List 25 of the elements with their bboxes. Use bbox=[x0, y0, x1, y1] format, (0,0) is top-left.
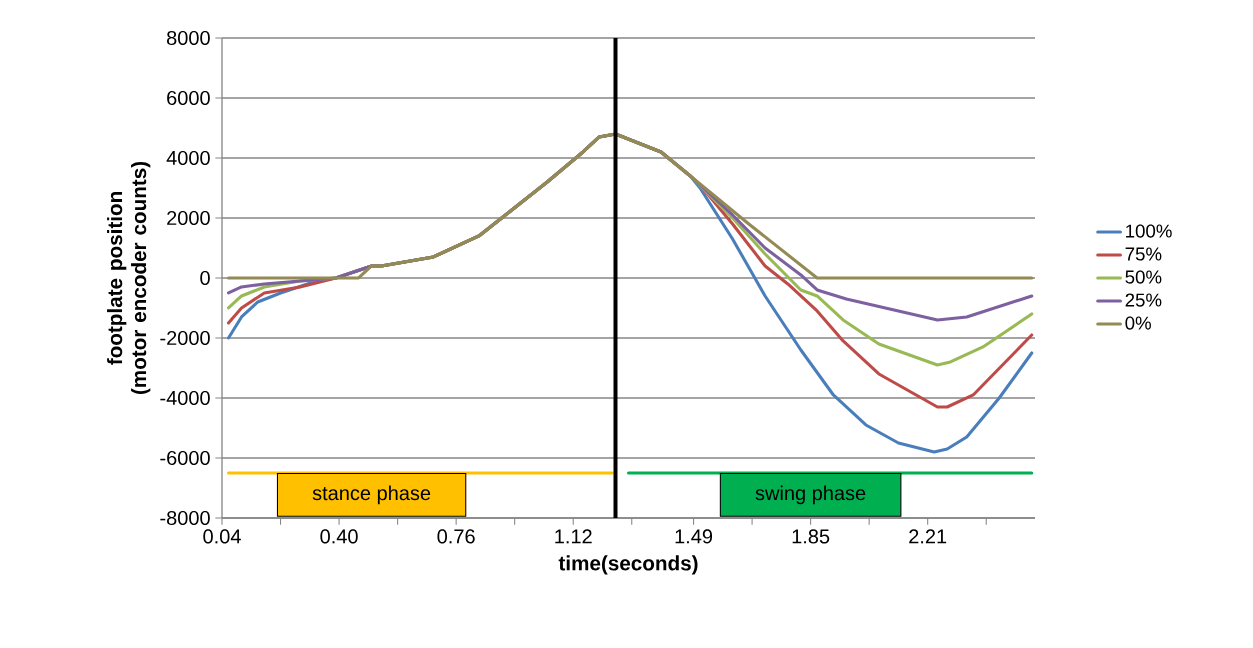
y-axis-title: footplate position (motor encoder counts) bbox=[107, 161, 151, 395]
annotation: swing phase bbox=[755, 485, 866, 505]
annotation: stance phase bbox=[312, 485, 431, 505]
x-tick-label: 0.40 bbox=[320, 529, 358, 544]
y-tick-label: -6000 bbox=[160, 450, 210, 466]
x-tick-label: 1.12 bbox=[555, 529, 592, 544]
y-tick-label: 2000 bbox=[167, 210, 210, 226]
x-tick-label: 0.04 bbox=[203, 529, 241, 544]
x-tick-label: 1.49 bbox=[675, 529, 713, 544]
y-tick-label: -2000 bbox=[160, 330, 210, 346]
x-axis-title: time(seconds) bbox=[558, 555, 698, 575]
legend-label: 0% bbox=[1125, 316, 1151, 330]
y-tick-label: 8000 bbox=[167, 30, 210, 46]
y-tick-label: -4000 bbox=[160, 390, 210, 406]
y-tick-label: 6000 bbox=[167, 90, 210, 106]
legend-label: 50% bbox=[1125, 270, 1162, 284]
legend-label: 100% bbox=[1126, 224, 1172, 238]
x-tick-label: 0.76 bbox=[437, 529, 475, 544]
x-tick-label: 2.21 bbox=[909, 529, 947, 544]
x-tick-label: 1.85 bbox=[792, 529, 830, 544]
legend-label: 75% bbox=[1125, 247, 1162, 261]
y-tick-label: 4000 bbox=[166, 150, 210, 166]
y-tick-label: -8000 bbox=[160, 510, 210, 526]
legend-label: 25% bbox=[1125, 293, 1162, 307]
y-tick-label: 0 bbox=[200, 270, 210, 286]
